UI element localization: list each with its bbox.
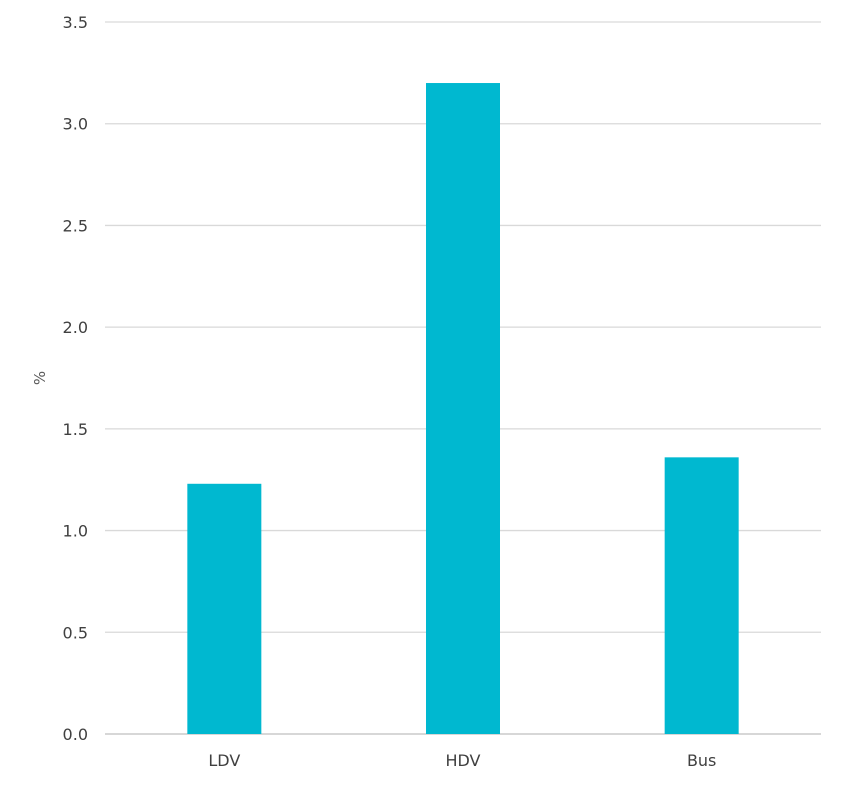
y-tick-label: 1.5 <box>63 420 88 439</box>
y-tick-label: 0.0 <box>63 725 88 744</box>
x-axis-ticks: LDV HDV Bus <box>208 751 716 770</box>
x-tick-label: Bus <box>687 751 716 770</box>
y-tick-label: 2.5 <box>63 216 88 235</box>
y-axis-ticks: 0.0 0.5 1.0 1.5 2.0 2.5 3.0 3.5 <box>63 13 88 744</box>
y-axis-title: % <box>31 371 49 385</box>
x-tick-label: LDV <box>208 751 240 770</box>
y-tick-label: 3.5 <box>63 13 88 32</box>
x-tick-label: HDV <box>445 751 480 770</box>
bar-hdv <box>426 83 500 735</box>
y-tick-label: 2.0 <box>63 318 88 337</box>
bar-bus <box>664 457 739 734</box>
y-tick-label: 3.0 <box>63 115 88 134</box>
y-tick-label: 0.5 <box>63 623 88 642</box>
bar-ldv <box>187 483 262 734</box>
y-tick-label: 1.0 <box>63 522 88 541</box>
bars <box>187 83 739 735</box>
